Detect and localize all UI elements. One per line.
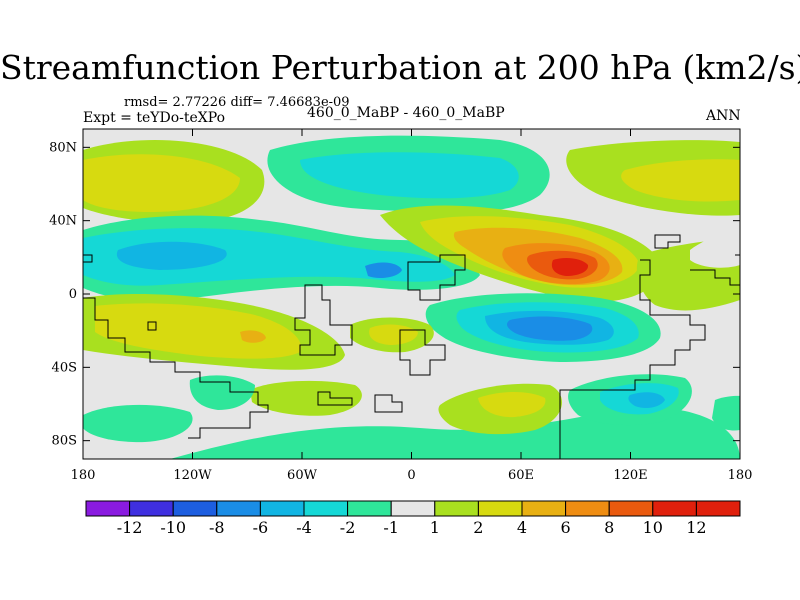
colorbar-label: 6	[561, 518, 571, 537]
contour-north-atlantic-2	[300, 152, 519, 199]
contour-map	[83, 129, 740, 459]
land-outline-east-edge	[690, 269, 740, 286]
colorbar-label: -12	[117, 518, 143, 537]
contour-south-pacific-ocean-negative	[83, 404, 193, 443]
land-outline-central	[407, 254, 466, 301]
colorbar-label: 8	[604, 518, 614, 537]
colorbar-box	[695, 500, 741, 517]
contour-south-pacific-4	[240, 330, 266, 343]
colorbar-label: 1	[430, 518, 440, 537]
colorbar-box	[347, 500, 392, 517]
colorbar-box	[608, 500, 654, 517]
land-outline-south-central	[399, 329, 446, 376]
colorbar-label: 2	[473, 518, 483, 537]
x-tick-label: 60W	[287, 468, 318, 483]
colorbar-box	[477, 500, 523, 517]
y-tick-label: 40N	[49, 214, 77, 229]
colorbar-label: -10	[160, 518, 186, 537]
contour-south-australia-4	[628, 392, 665, 408]
colorbar-label: -4	[296, 518, 312, 537]
land-outline-south-america	[83, 254, 93, 263]
colorbar-box	[565, 500, 610, 517]
colorbar-box	[129, 500, 174, 517]
contour-south-pacific-2	[95, 303, 301, 359]
colorbar-box	[303, 500, 349, 517]
colorbar-box	[434, 500, 479, 517]
colorbar-box	[390, 500, 436, 517]
colorbar: -12 -10 -8 -6 -4 -2 -1 1 2 4 6 8 10 12	[85, 500, 741, 537]
colorbar-box	[521, 500, 567, 517]
x-tick-label: 0	[407, 468, 415, 483]
contour-south-indian-6	[507, 316, 593, 341]
land-outline-south-strip-2	[374, 394, 403, 413]
land-outline-asia	[559, 259, 706, 459]
colorbar-label: 10	[643, 518, 663, 537]
contour-north-far-east-4	[621, 159, 740, 202]
colorbar-label: 4	[517, 518, 527, 537]
contour-tropical-4	[116, 241, 227, 270]
contour-tropical-6	[365, 262, 402, 278]
contour-asia-high-10	[551, 257, 589, 276]
x-tick-label: 180	[728, 468, 753, 483]
land-outline-west	[83, 297, 269, 439]
colorbar-label: -2	[340, 518, 356, 537]
x-tick-label: 180	[71, 468, 96, 483]
cases-label: 460_0_MaBP - 460_0_MaBP	[307, 105, 505, 121]
contour-south-east-pacific-negative	[189, 375, 255, 410]
y-tick-label: 0	[69, 287, 77, 302]
continent-outlines	[83, 234, 740, 459]
x-tick-label: 60E	[508, 468, 534, 483]
land-outline-pacific-small	[147, 321, 157, 331]
season-label: ANN	[706, 108, 741, 124]
contour-east-edge-negative	[712, 395, 740, 431]
stats-label: rmsd= 2.77226 diff= 7.46683e-09	[124, 95, 350, 110]
land-outline-africa	[294, 284, 353, 356]
x-tick-label: 120W	[173, 468, 212, 483]
colorbar-label: -6	[253, 518, 269, 537]
contour-antarctica-west-positive	[250, 380, 362, 416]
land-outline-east-island	[654, 234, 681, 249]
contour-south-indian-ocean-4	[478, 392, 546, 418]
colorbar-label: -8	[209, 518, 225, 537]
y-tick-label: 40S	[52, 360, 77, 375]
colorbar-box	[172, 500, 218, 517]
colorbar-box	[259, 500, 305, 517]
contour-equatorial-east-gray	[690, 228, 740, 268]
chart-title: Streamfunction Perturbation at 200 hPa (…	[0, 48, 800, 87]
colorbar-label: -1	[383, 518, 399, 537]
colorbar-label: 12	[686, 518, 706, 537]
y-tick-label: 80S	[52, 434, 77, 449]
axes: 180 120W 60W 0 60E 120E 180 80N 40N 0 40S 80S	[49, 129, 752, 483]
land-outline-south-strip	[317, 391, 353, 406]
colorbar-box	[216, 500, 261, 517]
y-tick-label: 80N	[49, 140, 77, 155]
contour-north-pacific-4	[83, 154, 240, 212]
colorbar-box	[652, 500, 697, 517]
colorbar-box	[85, 500, 131, 517]
x-tick-label: 120E	[613, 468, 647, 483]
experiment-label: Expt = teYDo-teXPo	[83, 110, 226, 126]
